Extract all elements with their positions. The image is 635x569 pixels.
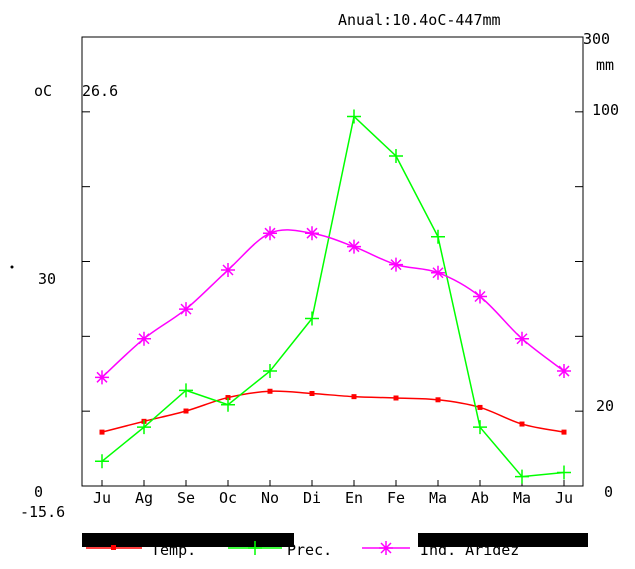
temp-point	[99, 429, 105, 435]
aridity-point	[137, 331, 151, 346]
legend-prec-label: Prec.	[287, 541, 332, 559]
x-tick-label: Ma	[513, 489, 531, 507]
right-axis-top-label: 300	[583, 30, 610, 48]
series-layer	[95, 109, 571, 484]
aridity-point	[221, 263, 235, 278]
dry-months-bars	[82, 533, 588, 547]
series-plus	[95, 109, 571, 484]
series-asterisk	[95, 226, 571, 385]
prec-point	[137, 420, 151, 435]
prec-point	[305, 311, 319, 326]
series-line	[101, 229, 565, 378]
right-axis-label-100: 100	[592, 101, 619, 119]
temp-point	[183, 408, 189, 414]
left-axis-mid-label: 30	[38, 270, 56, 288]
prec-point	[263, 364, 277, 379]
prec-point	[473, 420, 487, 435]
prec-point	[515, 469, 529, 484]
legend-aridity-label: Ind. Aridez	[420, 541, 519, 559]
aridity-point	[473, 289, 487, 304]
temp-point	[225, 395, 231, 401]
aridity-point	[305, 226, 319, 241]
x-tick-label: Se	[177, 489, 195, 507]
chart-title: Anual:10.4oC-447mm	[338, 11, 501, 29]
right-axis-label-0: 0	[604, 483, 613, 501]
temp-point	[309, 391, 315, 397]
prec-point	[557, 465, 571, 480]
temp-point	[393, 395, 399, 401]
aridity-point	[389, 257, 403, 272]
legend-temp-marker	[111, 545, 116, 550]
x-tick-label: Ju	[555, 489, 573, 507]
legend-item-aridity: Ind. Aridez	[362, 541, 519, 559]
x-tick-label: Fe	[387, 489, 405, 507]
x-tick-label: Ju	[93, 489, 111, 507]
temp-point	[477, 404, 483, 410]
aridity-point	[95, 370, 109, 385]
series-square	[99, 388, 567, 435]
aridity-point	[515, 331, 529, 346]
aridity-point	[557, 364, 571, 379]
series-line	[101, 115, 565, 478]
dry-months-bar	[418, 533, 588, 547]
x-tick-label: Oc	[219, 489, 237, 507]
left-axis-unit: oC	[34, 82, 52, 100]
aridity-point	[263, 226, 277, 241]
aridity-point	[347, 239, 361, 254]
prec-point	[431, 229, 445, 244]
legend-item-temp: Temp.	[86, 541, 196, 559]
aridity-point	[431, 265, 445, 280]
x-tick-label: Ab	[471, 489, 489, 507]
legend: Temp. Prec. Ind. Aridez	[86, 541, 519, 559]
legend-prec-marker	[248, 541, 262, 555]
prec-point	[221, 397, 235, 412]
legend-item-prec: Prec.	[228, 541, 332, 559]
x-tick-label: Ma	[429, 489, 447, 507]
x-tick-label: No	[261, 489, 279, 507]
legend-temp-label: Temp.	[151, 541, 196, 559]
x-tick-label: Di	[303, 489, 321, 507]
temp-point	[267, 388, 273, 394]
axis-ticks	[82, 111, 583, 486]
left-axis-dot	[10, 265, 14, 269]
right-axis-unit: mm	[596, 56, 614, 74]
prec-point	[389, 148, 403, 163]
right-axis-label-20: 20	[596, 397, 614, 415]
aridity-point	[179, 302, 193, 317]
prec-point	[95, 454, 109, 469]
dry-months-bar	[82, 533, 294, 547]
x-tick-label: Ag	[135, 489, 153, 507]
left-axis-max-label: 26.6	[82, 82, 118, 100]
temp-point	[435, 397, 441, 403]
temp-point	[519, 421, 525, 427]
x-tick-label: En	[345, 489, 363, 507]
temp-point	[351, 394, 357, 400]
left-axis-min-label: 0	[34, 483, 43, 501]
left-axis-min-value-label: -15.6	[20, 503, 65, 521]
temp-point	[561, 429, 567, 435]
prec-point	[179, 383, 193, 398]
series-line	[101, 390, 565, 433]
prec-point	[347, 109, 361, 124]
x-axis-tick-labels: Ju Ag Se Oc No Di En Fe Ma Ab Ma Ju	[93, 489, 573, 507]
legend-aridity-marker	[379, 541, 393, 555]
